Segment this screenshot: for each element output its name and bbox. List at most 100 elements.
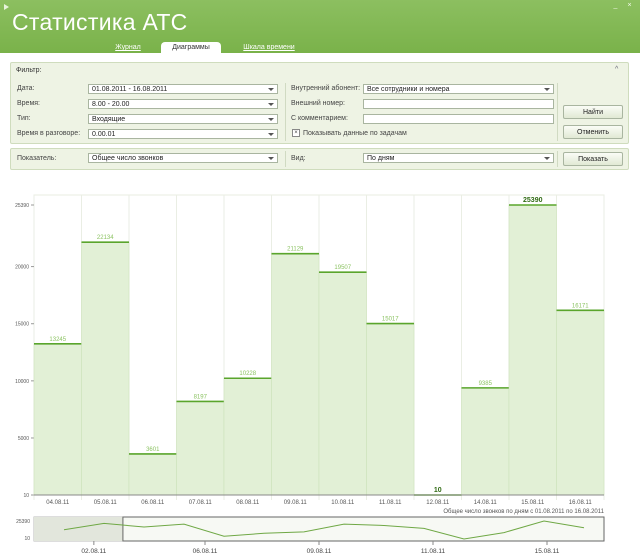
find-button[interactable]: Найти (563, 105, 623, 119)
chevron-down-icon (544, 88, 550, 91)
data-label: 3601 (146, 447, 160, 453)
data-label: 10228 (239, 371, 256, 377)
minimize-button[interactable]: _ (613, 2, 618, 9)
app-menu-icon[interactable] (4, 4, 9, 10)
bar (176, 401, 225, 496)
internal-subscriber-select[interactable]: Все сотрудники и номера (363, 84, 554, 94)
type-select[interactable]: Входящие (88, 114, 278, 124)
x-tick-label: 07.08.11 (189, 500, 213, 506)
bar (461, 387, 510, 496)
data-label: 8197 (194, 394, 208, 400)
y-tick-label: 20000 (15, 265, 29, 271)
bar (318, 271, 367, 496)
bar (271, 253, 320, 496)
indicator-panel: Показатель: Общее число звонков Вид: По … (10, 148, 629, 170)
close-button[interactable]: × (627, 2, 632, 9)
date-label: Дата: (17, 85, 35, 92)
date-range-select[interactable]: 01.08.2011 - 16.08.2011 (88, 84, 278, 94)
data-label: 19507 (334, 265, 351, 271)
comment-input[interactable] (363, 114, 554, 124)
time-label: Время: (17, 100, 41, 107)
tab-diagrams[interactable]: Диаграммы (161, 42, 221, 53)
filter-panel: Фильтр: ^ Дата: 01.08.2011 - 16.08.2011 … (10, 62, 629, 144)
x-tick-label: 11.08.11 (379, 500, 402, 506)
bar (223, 377, 272, 496)
data-label: 16171 (572, 303, 589, 309)
indicator-label: Показатель: (17, 155, 57, 162)
chevron-down-icon (544, 157, 550, 160)
indicator-select[interactable]: Общее число звонков (88, 153, 278, 163)
show-tasks-checkbox[interactable]: × (292, 129, 300, 137)
y-tick-label: 10000 (15, 379, 29, 385)
navigator-shade (34, 517, 123, 541)
chevron-down-icon (268, 88, 274, 91)
bar (128, 453, 177, 496)
comment-label: С комментарием: (291, 115, 348, 122)
x-tick-label: 09.08.11 (284, 500, 308, 506)
tab-timeline[interactable]: Шкала времени (243, 44, 295, 51)
navigator-y-label: 25390 (16, 519, 30, 525)
navigator-x-label: 09.08.11 (307, 548, 332, 555)
x-tick-label: 14.08.11 (474, 500, 498, 506)
navigator-x-label: 15.08.11 (535, 548, 560, 555)
filter-title: Фильтр: (16, 67, 42, 74)
tab-journal[interactable]: Журнал (115, 44, 141, 51)
divider (557, 151, 558, 167)
y-tick-label: 5000 (18, 436, 29, 442)
x-tick-label: 10.08.11 (331, 500, 355, 506)
chart-navigator[interactable]: 25390 10 02.08.11 06.08.11 09.08.11 11.08.11 1… (0, 513, 640, 560)
x-tick-label: 04.08.11 (46, 500, 70, 506)
show-tasks-label: Показывать данные по задачам (303, 130, 407, 137)
navigator-x-label: 11.08.11 (421, 548, 446, 555)
talk-time-label: Время в разговоре: (17, 130, 81, 137)
x-tick-label: 06.08.11 (141, 500, 165, 506)
x-tick-label: 12.08.11 (426, 500, 450, 506)
talk-time-stepper[interactable]: 0.00.01 (88, 129, 278, 139)
chevron-down-icon (268, 157, 274, 160)
app-header: Статистика АТС _ × Журнал Диаграммы Шкал… (0, 0, 640, 53)
app-title: Статистика АТС (12, 9, 188, 35)
cancel-button[interactable]: Отменить (563, 125, 623, 139)
navigator-x-label: 06.08.11 (193, 548, 218, 555)
navigator-series (63, 520, 585, 540)
bar (508, 204, 557, 496)
collapse-icon[interactable]: ^ (615, 66, 619, 73)
chart-caption: Общее число звонков по дням с 01.08.2011… (443, 509, 604, 515)
view-select[interactable]: По дням (363, 153, 554, 163)
internal-subscriber-label: Внутренний абонент: (291, 85, 361, 92)
chevron-down-icon (268, 133, 274, 136)
y-tick-label: 10 (23, 493, 29, 499)
external-number-label: Внешний номер: (291, 100, 345, 107)
bar (33, 343, 82, 496)
data-label: 9385 (479, 381, 493, 387)
view-label: Вид: (291, 155, 306, 162)
calls-chart: 25390 20000 15000 10000 5000 10 13245 22134 3601… (15, 194, 605, 515)
data-label: 13245 (49, 337, 66, 343)
data-label: 21129 (287, 247, 304, 253)
x-tick-label: 08.08.11 (236, 500, 260, 506)
bar (81, 241, 130, 496)
navigator-y-label: 10 (24, 536, 30, 542)
x-tick-label: 15.08.11 (521, 500, 545, 506)
navigator-window[interactable] (122, 516, 605, 542)
divider (285, 151, 286, 167)
bar (556, 310, 605, 496)
data-label: 25390 (523, 197, 543, 204)
data-label: 10 (434, 487, 442, 494)
type-label: Тип: (17, 115, 31, 122)
divider (557, 83, 558, 141)
y-tick-label: 25390 (15, 203, 29, 209)
divider (285, 83, 286, 141)
time-range-select[interactable]: 8.00 - 20.00 (88, 99, 278, 109)
data-label: 15017 (382, 317, 399, 323)
data-label: 22134 (97, 235, 114, 241)
bar (366, 323, 415, 496)
chevron-down-icon (268, 103, 274, 106)
chevron-down-icon (268, 118, 274, 121)
x-tick-label: 05.08.11 (94, 500, 118, 506)
navigator-x-label: 02.08.11 (81, 548, 106, 555)
external-number-input[interactable] (363, 99, 554, 109)
x-tick-label: 16.08.11 (569, 500, 593, 506)
y-tick-label: 15000 (15, 322, 29, 328)
show-button[interactable]: Показать (563, 152, 623, 166)
